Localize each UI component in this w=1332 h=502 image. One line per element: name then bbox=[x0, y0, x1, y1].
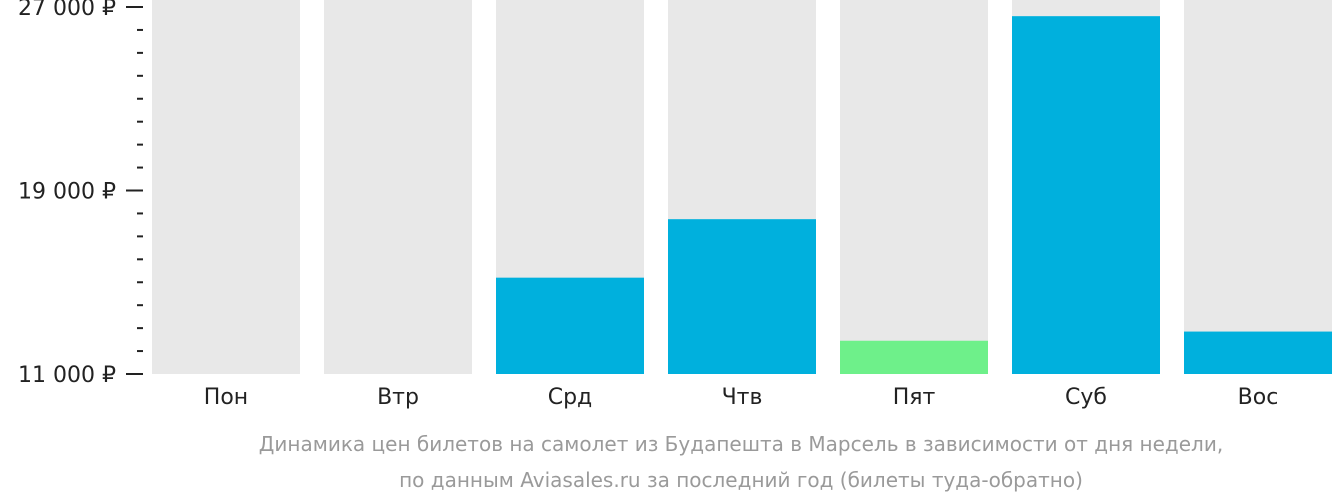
x-axis-labels: Пон Втр Срд Чтв Пят Суб Вос bbox=[204, 385, 1279, 410]
bar-5 bbox=[840, 340, 988, 374]
y-tick-label-2: 19 000 ₽ bbox=[18, 180, 116, 205]
bar-4 bbox=[668, 219, 816, 374]
caption-line-1: Динамика цен билетов на самолет из Будап… bbox=[259, 432, 1223, 456]
chart-caption: Динамика цен билетов на самолет из Будап… bbox=[259, 432, 1223, 492]
caption-line-2: по данным Aviasales.ru за последний год … bbox=[399, 468, 1083, 492]
x-tick-label-2: Втр bbox=[377, 385, 419, 410]
y-tick-label-1: 27 000 ₽ bbox=[18, 0, 116, 21]
bar-3 bbox=[496, 277, 644, 374]
x-tick-label-1: Пон bbox=[204, 385, 248, 410]
background-column-1 bbox=[152, 0, 300, 374]
x-tick-label-3: Срд bbox=[548, 385, 593, 410]
bar-7 bbox=[1184, 331, 1332, 374]
x-tick-label-7: Вос bbox=[1238, 385, 1279, 410]
bars bbox=[496, 16, 1332, 375]
y-axis: 27 000 ₽ 19 000 ₽ 11 000 ₽ bbox=[18, 0, 143, 388]
y-tick-label-3: 11 000 ₽ bbox=[18, 363, 116, 388]
x-tick-label-5: Пят bbox=[893, 385, 936, 410]
bar-6 bbox=[1012, 16, 1160, 375]
background-column-2 bbox=[324, 0, 472, 374]
background-column-5 bbox=[840, 0, 988, 374]
x-tick-label-6: Суб bbox=[1065, 385, 1107, 410]
x-tick-label-4: Чтв bbox=[722, 385, 763, 410]
background-column-7 bbox=[1184, 0, 1332, 374]
